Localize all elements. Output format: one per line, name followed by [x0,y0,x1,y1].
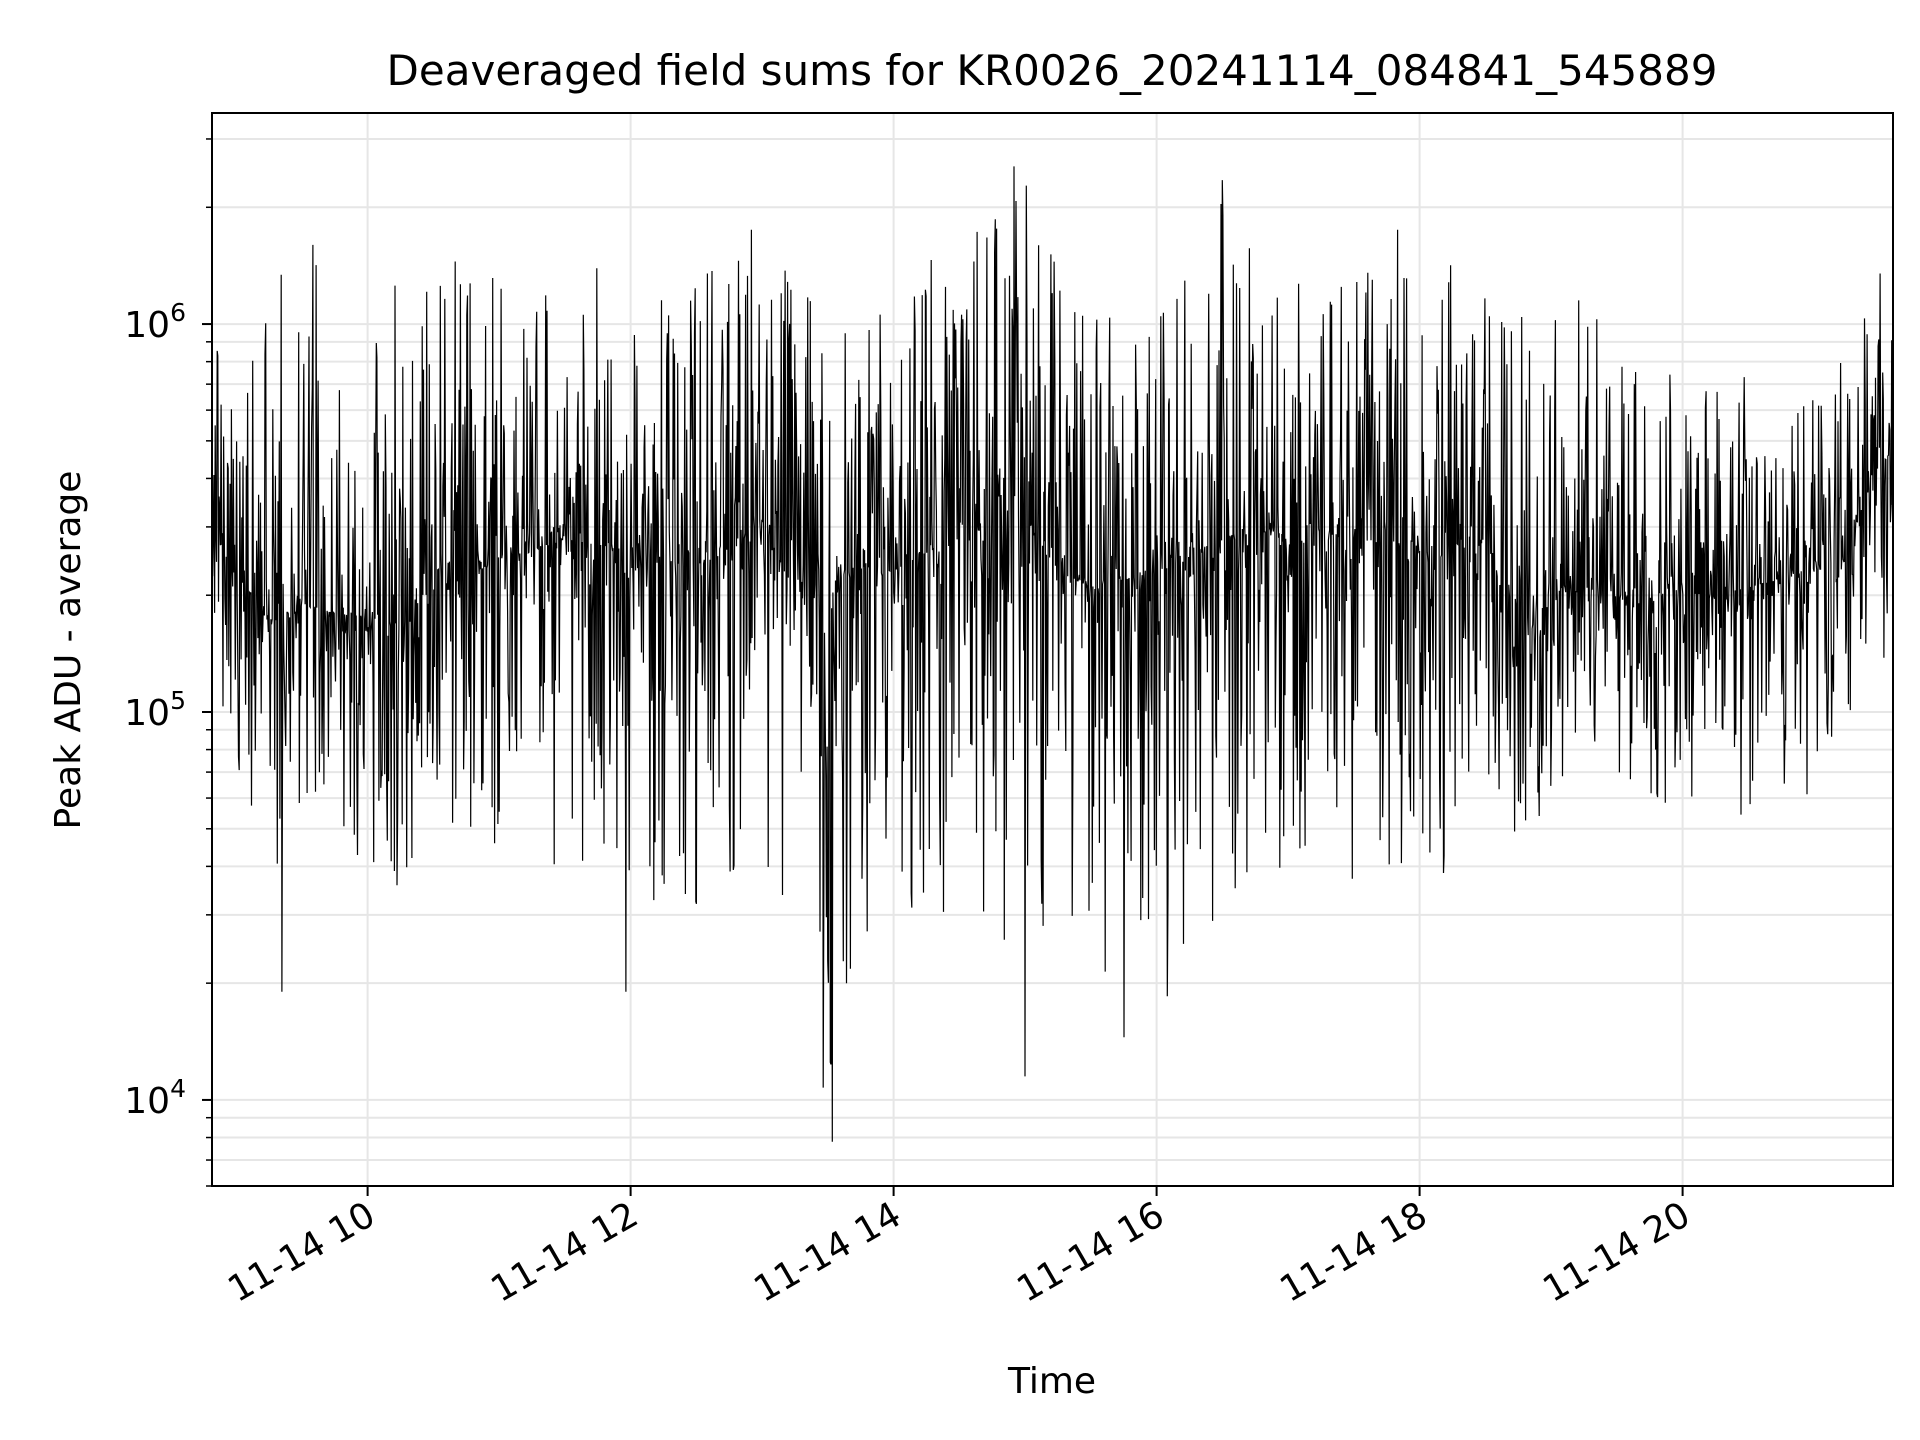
x-axis-label: Time [1007,1361,1096,1402]
y-tick-label: 106 [124,298,186,346]
chart-title: Deaveraged field sums for KR0026_2024111… [387,46,1718,95]
y-tick-label: 105 [124,686,186,734]
series-line-path [211,166,1894,1142]
plot-frame [211,112,1894,1187]
y-tick-label: 104 [124,1074,186,1122]
series-line [211,166,1894,1142]
y-axis-label: Peak ADU - average [48,471,89,830]
